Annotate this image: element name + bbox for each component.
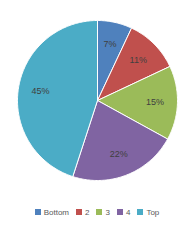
svg-text:22%: 22% <box>110 149 128 159</box>
html-text:Bottom: Bottom <box>43 207 69 217</box>
html-text:Top: Top <box>146 207 160 217</box>
svg-text:45%: 45% <box>32 86 50 96</box>
html-text:2: 2 <box>85 207 90 217</box>
svg-text:15%: 15% <box>146 97 164 107</box>
html-text:3: 3 <box>105 207 110 217</box>
svg-text:11%: 11% <box>130 55 147 65</box>
svg-text:7%: 7% <box>104 39 117 49</box>
html-text:4: 4 <box>125 207 131 217</box>
